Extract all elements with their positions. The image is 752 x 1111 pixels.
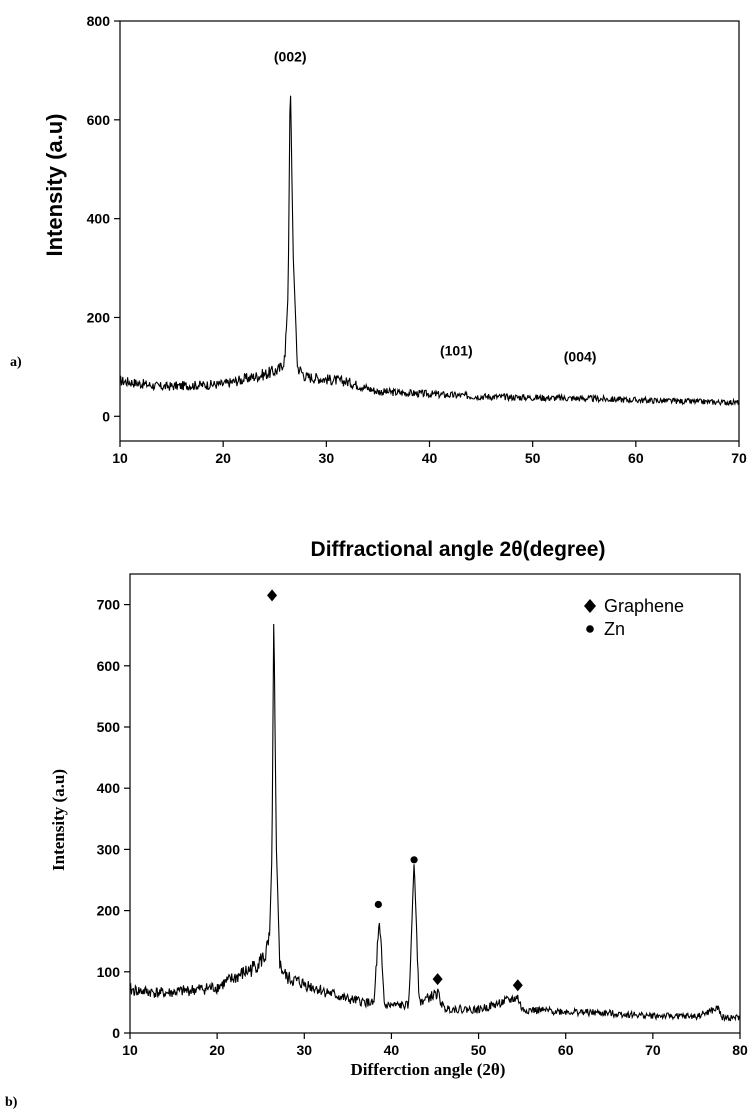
panel-b-x-axis-title: Differction angle (2θ) (351, 1060, 506, 1079)
x-tick-label: 20 (209, 1042, 225, 1058)
y-tick-label: 500 (97, 719, 121, 735)
panel-a-y-axis: 0 200 400 600 800 (87, 13, 120, 424)
y-tick-label: 0 (102, 408, 110, 424)
graphene-diamond-marker (512, 979, 523, 992)
y-tick-label: 200 (97, 903, 121, 919)
y-tick-label: 600 (87, 112, 111, 128)
graphene-diamond-marker (432, 973, 443, 986)
y-tick-label: 700 (97, 597, 121, 613)
y-tick-label: 300 (97, 841, 121, 857)
x-tick-label: 50 (471, 1042, 487, 1058)
peak-label: (101) (440, 343, 473, 359)
y-tick-label: 400 (87, 211, 111, 227)
x-tick-label: 30 (296, 1042, 312, 1058)
panel-a-y-axis-title: Intensity (a.u) (42, 113, 67, 256)
y-tick-label: 800 (87, 13, 111, 29)
panel-b-plot-frame (129, 573, 741, 1034)
panel-b-legend: Graphene Zn (584, 596, 684, 639)
y-tick-label: 400 (97, 780, 121, 796)
y-tick-label: 0 (112, 1025, 120, 1041)
x-tick-label: 60 (558, 1042, 574, 1058)
x-tick-label: 20 (215, 450, 231, 466)
x-tick-label: 10 (112, 450, 128, 466)
x-tick-label: 30 (319, 450, 335, 466)
x-tick-label: 80 (732, 1042, 748, 1058)
panel-a-peak-labels: (002) (101) (004) (274, 48, 597, 364)
zn-dot-marker (374, 900, 382, 909)
legend-entry-label: Zn (604, 619, 625, 639)
panel-a-label: a) (10, 355, 22, 370)
panel-b-y-axis: 0 100 200 300 400 500 600 700 (97, 597, 130, 1041)
panel-a-x-axis-title: Diffractional angle 2θ(degree) (311, 538, 606, 561)
legend-zn-dot (586, 625, 594, 633)
graphene-diamond-marker (267, 589, 278, 602)
x-tick-label: 70 (731, 450, 747, 466)
y-tick-label: 600 (97, 658, 121, 674)
peak-label: (002) (274, 48, 307, 64)
legend-graphene-diamond (584, 599, 596, 613)
x-tick-label: 70 (645, 1042, 661, 1058)
x-tick-label: 40 (422, 450, 438, 466)
panel-a: a) 10 20 30 40 50 60 70 0 200 400 600 800 (002) (10… (10, 13, 747, 561)
panel-b-x-axis: 10 20 30 40 50 60 70 80 (122, 1033, 748, 1058)
panel-b: b) 10 20 30 40 50 60 70 80 0 100 200 300 400 500 600 7… (5, 573, 748, 1110)
zn-dot-marker (410, 856, 418, 864)
panel-b-y-axis-title: Intensity (a.u) (49, 769, 68, 871)
y-tick-label: 100 (97, 964, 121, 980)
panel-a-series-line (119, 95, 740, 407)
x-tick-label: 50 (525, 450, 541, 466)
y-tick-label: 200 (87, 309, 111, 325)
panel-b-label: b) (5, 1095, 18, 1110)
peak-label: (004) (564, 349, 597, 365)
x-tick-label: 10 (122, 1042, 138, 1058)
panel-b-series-line (129, 623, 741, 1023)
x-tick-label: 60 (628, 450, 644, 466)
panel-a-plot-frame (119, 20, 740, 442)
panel-a-x-axis: 10 20 30 40 50 60 70 (112, 441, 747, 466)
x-tick-label: 40 (384, 1042, 400, 1058)
panel-b-phase-markers (267, 589, 523, 992)
legend-entry-label: Graphene (604, 596, 684, 616)
